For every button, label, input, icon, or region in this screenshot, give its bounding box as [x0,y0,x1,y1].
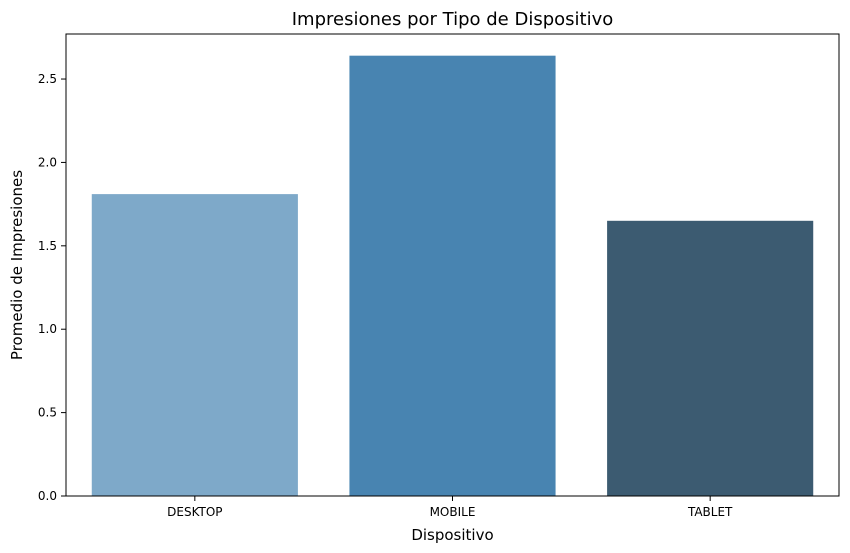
bar-mobile [349,55,556,496]
y-tick-label: 2.0 [38,155,57,169]
plot-frame [65,33,840,497]
x-tick-label-mobile: MOBILE [430,505,476,519]
y-axis: 0.0 0.5 1.0 1.5 2.0 2.5 [38,72,66,503]
x-axis-label: Dispositivo [411,526,493,544]
y-axis-label: Promedio de Impresiones [8,170,26,360]
x-axis: DESKTOP MOBILE TABLET [167,496,733,519]
y-tick-label: 1.0 [38,322,57,336]
y-tick-label: 0.5 [38,406,57,420]
chart-title: Impresiones por Tipo de Dispositivo [292,9,614,30]
bar-desktop [91,194,298,496]
y-tick-label: 0.0 [38,489,57,503]
x-tick-label-tablet: TABLET [687,505,733,519]
bar-tablet [607,220,814,496]
bars-group [91,55,814,496]
y-tick-label: 2.5 [38,72,57,86]
y-tick-label: 1.5 [38,239,57,253]
x-tick-label-desktop: DESKTOP [167,505,222,519]
